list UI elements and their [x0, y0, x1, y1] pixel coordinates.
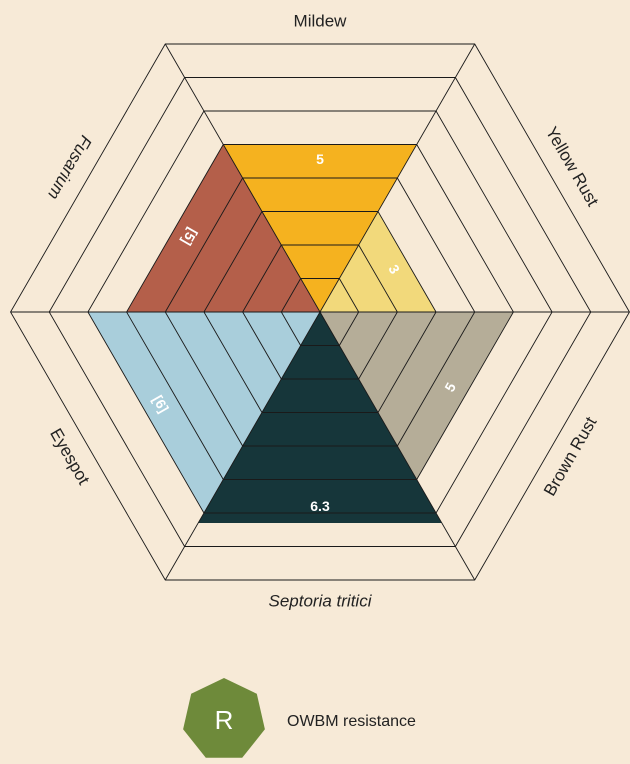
legend-symbol-text: R [215, 705, 234, 735]
category-label: Septoria tritici [269, 591, 373, 610]
sector [223, 144, 417, 312]
legend-label: OWBM resistance [287, 713, 416, 730]
legend-symbol [183, 678, 265, 758]
spoke [319, 43, 476, 313]
sector [320, 211, 437, 312]
value-label: [5] [179, 225, 201, 248]
value-label: [6] [150, 392, 172, 415]
value-label: 6.3 [310, 498, 330, 514]
spoke [319, 311, 476, 581]
spoke [164, 43, 321, 313]
sector [320, 312, 514, 480]
category-label: Mildew [294, 11, 348, 30]
sector [126, 144, 320, 312]
category-label: Yellow Rust [542, 124, 603, 210]
value-label: 5 [316, 151, 324, 167]
sector [87, 312, 321, 513]
category-label: Brown Rust [540, 413, 601, 499]
spoke [164, 311, 321, 581]
category-label: Eyespot [46, 425, 93, 488]
category-label: Fusarium [44, 132, 96, 203]
sector [198, 312, 442, 524]
